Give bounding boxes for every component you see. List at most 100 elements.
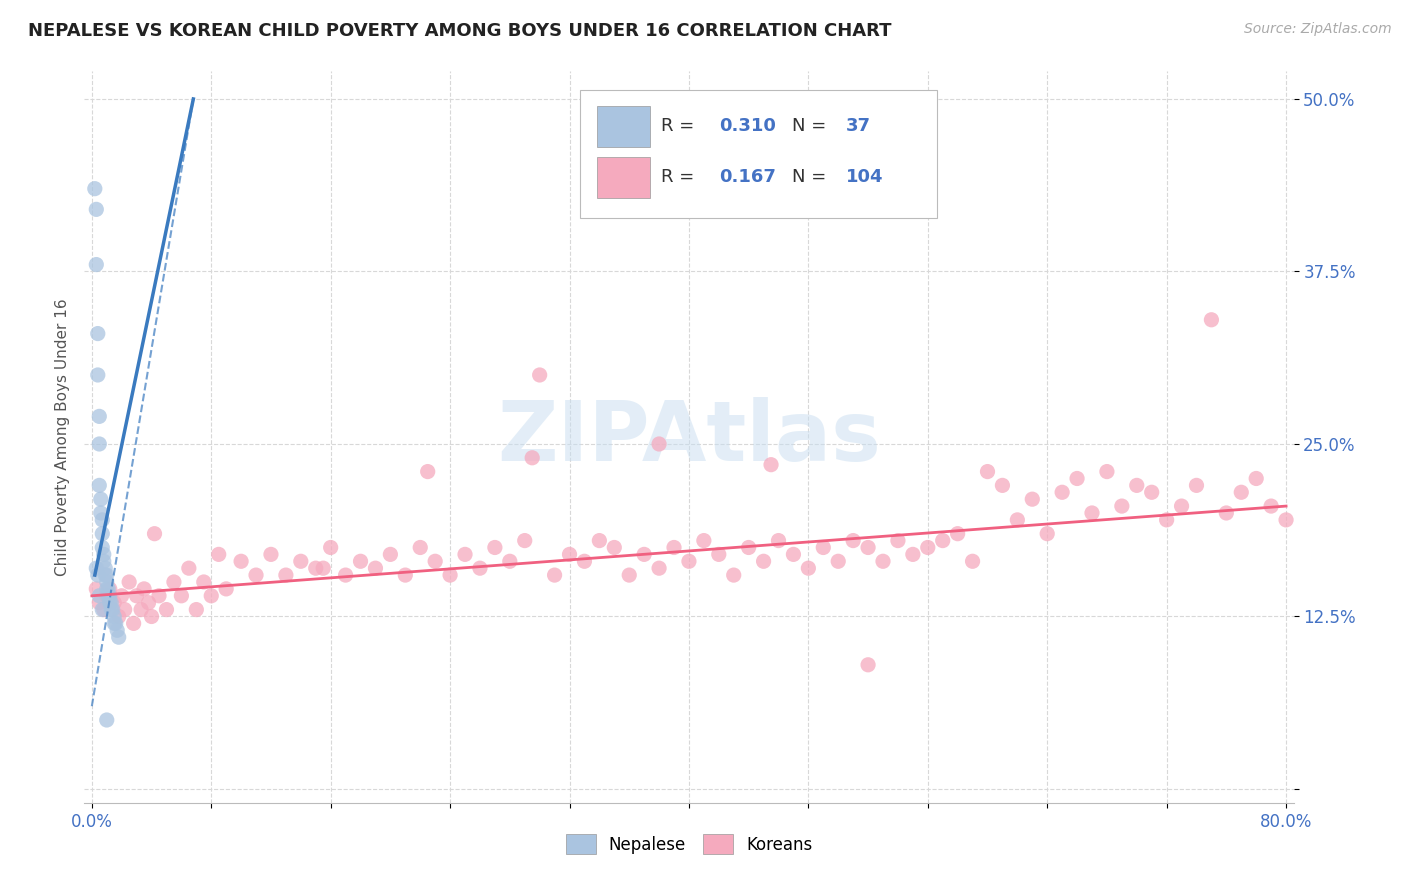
Point [901,548,924,562]
Point [856,657,879,672]
Point [100,596,122,610]
Point [274,568,297,582]
Point [89,437,111,451]
Point [1215,506,1237,520]
Point [100,602,122,616]
Point [84,258,107,272]
Point [105,624,128,638]
Point [193,574,215,589]
Point [782,548,804,562]
Point [91,513,114,527]
Point [416,465,439,479]
Point [89,596,111,610]
Point [588,533,610,548]
Text: N =: N = [792,117,832,136]
Point [633,548,655,562]
Point [759,458,782,472]
Point [91,602,114,616]
Point [125,589,148,603]
Text: 0.310: 0.310 [720,117,776,136]
Point [98,596,121,610]
Point [1140,485,1163,500]
Text: N =: N = [792,169,832,186]
Point [96,568,118,582]
Point [394,568,416,582]
Point [619,568,641,582]
Point [574,554,596,568]
Point [693,533,716,548]
Point [1007,513,1029,527]
Point [84,202,107,217]
Point [1260,499,1282,513]
Text: 37: 37 [846,117,872,136]
Point [93,554,115,568]
Point [1050,485,1073,500]
Point [1111,499,1133,513]
Point [1275,513,1298,527]
Point [1230,485,1253,500]
Point [558,548,581,562]
Point [96,582,118,596]
Point [522,450,544,465]
Point [468,561,491,575]
Legend: Nepalese, Koreans: Nepalese, Koreans [558,828,820,860]
Point [83,182,105,196]
Point [98,589,121,603]
Point [91,541,114,555]
Point [87,568,110,582]
FancyBboxPatch shape [581,90,936,218]
Point [335,568,357,582]
Point [917,541,939,555]
Point [155,602,177,616]
Point [409,541,432,555]
Point [200,589,222,603]
Point [678,554,700,568]
Point [93,602,115,616]
Point [87,326,110,341]
Point [103,596,125,610]
Point [662,541,685,555]
Point [648,561,671,575]
Point [364,561,387,575]
Point [1244,471,1267,485]
Point [962,554,984,568]
Point [529,368,551,382]
Point [499,554,522,568]
Point [976,465,998,479]
Point [887,533,910,548]
Point [94,561,117,575]
Point [91,526,114,541]
Text: R =: R = [661,117,700,136]
Point [1095,465,1118,479]
Point [94,568,117,582]
Point [305,561,328,575]
Point [96,574,118,589]
Point [111,589,134,603]
Point [98,582,121,596]
FancyBboxPatch shape [598,106,650,146]
Point [737,541,759,555]
Point [290,554,312,568]
Point [1066,471,1088,485]
FancyBboxPatch shape [598,157,650,198]
Point [118,574,141,589]
Point [319,541,342,555]
Point [107,609,129,624]
Point [797,561,820,575]
Point [842,533,865,548]
Point [208,548,231,562]
Point [813,541,835,555]
Point [648,437,671,451]
Point [96,713,118,727]
Point [1036,526,1059,541]
Point [752,554,775,568]
Point [768,533,790,548]
Point [215,582,238,596]
Point [138,596,160,610]
Point [89,589,111,603]
Text: 0.167: 0.167 [720,169,776,186]
Point [170,589,193,603]
Point [148,589,170,603]
Point [84,582,107,596]
Point [856,541,879,555]
